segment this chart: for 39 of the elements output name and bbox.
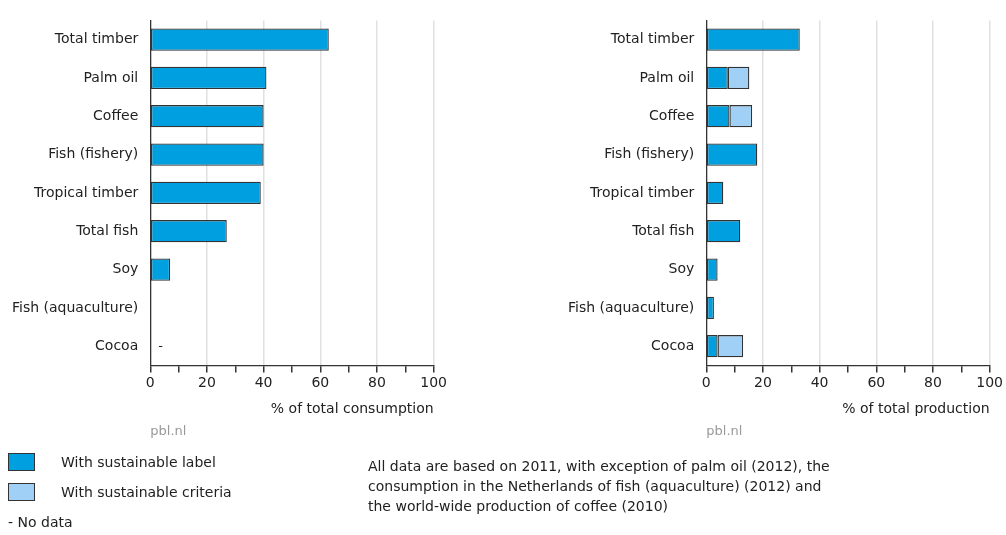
y-tick-label: Fish (fishery) bbox=[48, 145, 139, 162]
y-tick-label: Tropical timber bbox=[589, 183, 695, 200]
y-tick-label: Cocoa bbox=[95, 336, 139, 353]
x-tick-label: 60 bbox=[867, 374, 886, 391]
y-tick-label: Palm oil bbox=[83, 68, 139, 85]
x-axis-title: % of total production bbox=[842, 400, 990, 417]
text: pbl.nl bbox=[706, 422, 743, 438]
text: All data are based on 2011, with exception of palm oil (2012), the consumption in the Netherlands of fish (aquaculture) (2012) and the world-wide production of coffee (2010) bbox=[368, 457, 831, 516]
legend-label: With sustainable criteria bbox=[61, 484, 232, 500]
x-tick-label: 80 bbox=[924, 374, 942, 391]
x-tick-label: 20 bbox=[754, 374, 772, 391]
y-tick-label: Total timber bbox=[609, 30, 695, 47]
x-tick-label: 0 bbox=[145, 374, 155, 391]
x-tick-label: 40 bbox=[254, 374, 273, 391]
y-tick-label: Coffee bbox=[649, 106, 695, 123]
y-tick-label: Total timber bbox=[53, 30, 139, 47]
y-tick-label: Soy bbox=[668, 260, 695, 277]
y-tick-label: Cocoa bbox=[651, 336, 695, 353]
y-tick-label: Coffee bbox=[93, 106, 139, 123]
x-tick-label: 100 bbox=[976, 374, 1004, 391]
x-axis-title: % of total consumption bbox=[270, 400, 434, 417]
y-tick-label: Tropical timber bbox=[33, 183, 139, 200]
text: - No data bbox=[8, 514, 73, 530]
x-tick-label: 20 bbox=[198, 374, 216, 391]
y-tick-label: Total fish bbox=[75, 221, 139, 238]
x-tick-label: 40 bbox=[810, 374, 829, 391]
x-tick-label: 100 bbox=[420, 374, 448, 391]
y-tick-label: Soy bbox=[112, 260, 139, 277]
x-tick-label: 60 bbox=[311, 374, 330, 391]
x-tick-label: 0 bbox=[701, 374, 711, 391]
text: pbl.nl bbox=[150, 422, 187, 438]
y-tick-label: Fish (aquaculture) bbox=[11, 298, 139, 315]
y-tick-label: Fish (aquaculture) bbox=[567, 298, 695, 315]
y-tick-label: Fish (fishery) bbox=[604, 145, 695, 162]
legend-label: With sustainable label bbox=[61, 454, 216, 470]
y-tick-label: Palm oil bbox=[639, 68, 695, 85]
x-tick-label: 80 bbox=[368, 374, 386, 391]
y-tick-label: Total fish bbox=[631, 221, 695, 238]
annotation: - bbox=[158, 337, 164, 353]
